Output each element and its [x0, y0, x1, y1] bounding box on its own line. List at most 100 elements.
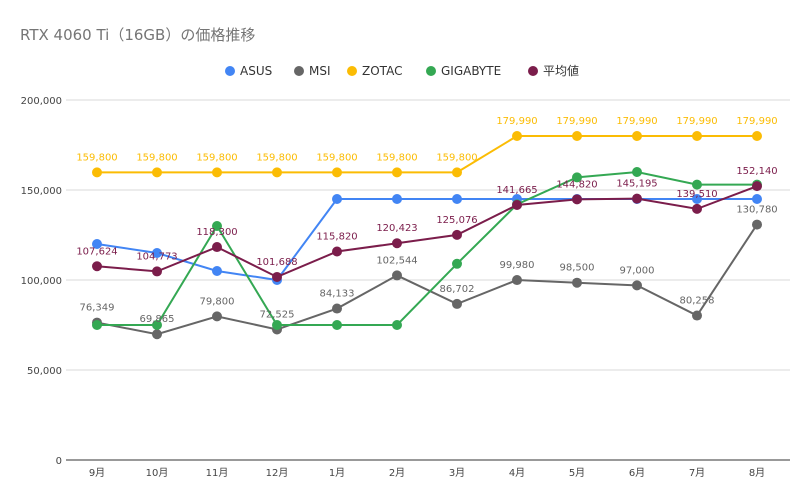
data-label--: 139,510 — [676, 189, 717, 200]
data-point-msi — [752, 219, 762, 230]
data-point-zotac — [752, 131, 762, 142]
x-tick-label: 2月 — [389, 467, 405, 479]
data-point-- — [572, 194, 582, 205]
data-point-gigabyte — [332, 320, 342, 330]
data-point-- — [272, 271, 282, 282]
data-point-zotac — [512, 131, 522, 142]
x-tick-label: 1月 — [329, 467, 345, 479]
data-point-gigabyte — [572, 172, 582, 183]
data-point-zotac — [452, 167, 462, 178]
data-point-gigabyte — [152, 320, 162, 330]
data-label--: 115,820 — [316, 232, 357, 243]
y-tick-label: 150,000 — [21, 186, 62, 197]
data-point-- — [692, 203, 702, 214]
x-tick-label: 7月 — [689, 467, 705, 479]
data-point-- — [152, 266, 162, 277]
y-tick-label: 100,000 — [21, 276, 62, 287]
data-point-zotac — [632, 131, 642, 142]
series-line-zotac — [97, 135, 757, 174]
x-tick-label: 8月 — [749, 467, 765, 479]
data-label--: 152,140 — [736, 166, 777, 177]
data-label-msi: 99,980 — [500, 260, 535, 271]
series-line-- — [96, 185, 758, 279]
data-label-msi: 76,349 — [80, 303, 115, 314]
data-point-asus — [212, 266, 222, 276]
data-point-msi — [152, 329, 162, 340]
data-point-gigabyte — [212, 221, 222, 231]
data-label-msi: 98,500 — [560, 263, 595, 274]
data-point-gigabyte — [272, 320, 282, 330]
data-label-msi: 97,000 — [620, 265, 655, 276]
data-point-msi — [452, 298, 462, 309]
x-tick-label: 3月 — [449, 467, 465, 479]
data-label-zotac: 159,800 — [316, 152, 357, 163]
x-tick-label: 11月 — [206, 467, 229, 479]
x-tick-label: 5月 — [569, 467, 585, 479]
data-label-zotac: 159,800 — [436, 152, 477, 163]
data-label-msi: 130,780 — [736, 205, 777, 216]
series-line-msi — [96, 224, 758, 336]
data-point-asus — [92, 239, 102, 249]
data-point-zotac — [152, 167, 162, 178]
data-point-asus — [452, 194, 462, 204]
data-label--: 107,624 — [76, 246, 117, 257]
data-label--: 118,300 — [196, 227, 237, 238]
data-point-- — [452, 229, 462, 240]
data-point-- — [212, 242, 222, 253]
y-tick-label: 50,000 — [27, 366, 62, 377]
data-label-msi: 80,258 — [680, 296, 715, 307]
x-tick-label: 10月 — [146, 467, 169, 479]
legend-label--: 平均値 — [543, 63, 579, 78]
data-point-asus — [752, 194, 762, 204]
data-label-zotac: 179,990 — [496, 116, 537, 127]
data-label-zotac: 179,990 — [556, 116, 597, 127]
data-label--: 145,195 — [616, 179, 657, 190]
data-point-msi — [572, 277, 582, 288]
data-point-msi — [392, 270, 402, 281]
data-label-zotac: 179,990 — [616, 116, 657, 127]
data-point-asus — [152, 248, 162, 258]
data-point-gigabyte — [692, 179, 702, 190]
data-label-zotac: 159,800 — [136, 152, 177, 163]
x-tick-label: 9月 — [89, 467, 105, 479]
data-point-msi — [332, 303, 342, 314]
data-label--: 144,820 — [556, 179, 597, 190]
data-label-msi: 102,544 — [376, 255, 417, 266]
data-label-zotac: 179,990 — [676, 116, 717, 127]
data-point-gigabyte — [632, 167, 642, 177]
data-label-msi: 69,865 — [140, 314, 175, 325]
data-point-- — [92, 261, 102, 272]
data-point-zotac — [212, 167, 222, 178]
x-tick-label: 4月 — [509, 467, 525, 479]
data-label-zotac: 159,800 — [376, 152, 417, 163]
x-tick-label: 6月 — [629, 467, 645, 479]
series-line-gigabyte — [97, 170, 757, 326]
y-tick-label: 200,000 — [21, 96, 62, 107]
data-label-zotac: 179,990 — [736, 116, 777, 127]
legend-label-zotac: ZOTAC — [362, 64, 402, 78]
data-point-gigabyte — [392, 320, 402, 330]
legend-marker-gigabyte — [426, 66, 436, 76]
data-point-asus — [332, 194, 342, 204]
data-point-zotac — [572, 131, 582, 142]
data-point-zotac — [332, 167, 342, 178]
data-label-zotac: 159,800 — [196, 152, 237, 163]
data-point-asus — [392, 194, 402, 204]
series-line-asus — [96, 198, 757, 282]
data-label-zotac: 159,800 — [256, 152, 297, 163]
legend-label-asus: ASUS — [240, 64, 272, 78]
data-point-msi — [212, 311, 222, 322]
legend-label-gigabyte: GIGABYTE — [441, 64, 501, 78]
legend-marker-zotac — [347, 66, 357, 76]
data-label--: 125,076 — [436, 215, 477, 226]
data-label-msi: 86,702 — [440, 284, 475, 295]
data-point-msi — [692, 310, 702, 321]
y-tick-label: 0 — [56, 456, 62, 467]
data-point-asus — [692, 194, 702, 204]
data-label-msi: 72,525 — [260, 309, 295, 320]
data-point-zotac — [272, 167, 282, 178]
data-label-msi: 84,133 — [320, 289, 355, 300]
legend-marker-msi — [294, 66, 304, 76]
